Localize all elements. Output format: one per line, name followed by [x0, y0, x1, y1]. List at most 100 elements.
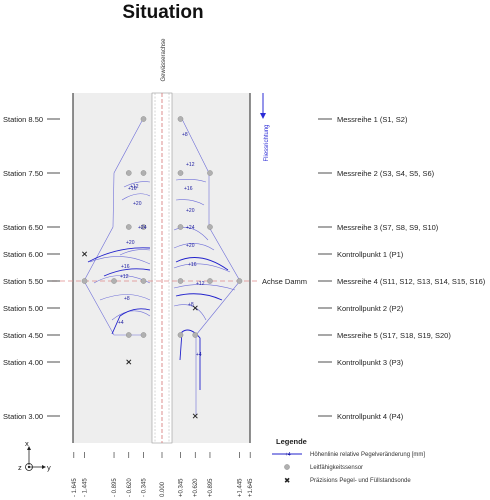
sensor-marker [177, 116, 184, 122]
station-label: Station 6.00 [3, 250, 43, 259]
contour-outline-left [83, 118, 144, 336]
x-arrowhead-icon [27, 446, 31, 450]
contour-strong-right-2 [175, 293, 223, 301]
legend-item-probe: Präzisions Pegel- und Füllstandsonde [310, 478, 411, 484]
sensor-marker [140, 224, 147, 230]
x-tick-label: +1.645 [248, 478, 254, 497]
contour-strong-left-3 [111, 308, 151, 335]
contour-label: +20 [133, 201, 142, 207]
contour-line-right-6 [175, 179, 207, 183]
sensor-marker [140, 332, 147, 338]
flow-arrowhead-icon [260, 113, 266, 119]
contour-label: +16 [188, 262, 197, 268]
contour-label: +8 [124, 296, 130, 302]
contour-label: +24 [186, 225, 195, 231]
flow-direction: Fliessrichtung [260, 93, 270, 162]
station-label: Station 4.50 [3, 331, 43, 340]
sensor-marker [192, 332, 199, 338]
sensor-marker [177, 224, 184, 230]
z-axis-label: z [18, 463, 22, 472]
page-title: Situation [122, 2, 203, 23]
sensor-marker [177, 332, 184, 338]
legend-line-number: +4 [285, 452, 291, 458]
sensor-marker [125, 170, 132, 176]
station-label: Station 7.50 [3, 169, 43, 178]
row-labels-layer: Messreihe 1 (S1, S2) Messreihe 2 (S3, S4,… [318, 115, 486, 421]
contour-labels-layer: +12+16+20+24+20+16+12+8+4+8+12+16+20+24+… [118, 132, 205, 358]
legend-item-sensor: Leitfähigkeitssensor [310, 465, 363, 471]
station-label: Station 5.50 [3, 277, 43, 286]
x-tick-label: - 1.445 [83, 478, 89, 497]
contour-label: +20 [186, 208, 195, 214]
sensor-marker [125, 224, 132, 230]
x-ticks-layer: - 1.645 - 1.445 - 0.895 - 0.620 - 0.345 0.000… [72, 452, 254, 497]
row-label: Messreihe 5 (S17, S18, S19, S20) [337, 331, 451, 340]
contour-line-left-7 [123, 181, 151, 188]
x-tick-label: +0.620 [193, 478, 199, 497]
x-tick-label: +0.345 [178, 478, 184, 497]
contour-line-right-2 [173, 243, 215, 251]
control-point-marker [192, 413, 198, 419]
z-axis-dot-icon [27, 465, 31, 469]
x-tick-label: - 0.345 [142, 478, 148, 497]
contour-line-right-1 [173, 227, 209, 241]
contour-label: +12 [120, 274, 129, 280]
contour-label: +4 [118, 320, 124, 326]
station-label: Station 4.00 [3, 358, 43, 367]
contour-lines [83, 118, 241, 415]
contour-outline-right [181, 118, 241, 415]
sensor-marker [177, 170, 184, 176]
x-tick-label: - 1.645 [72, 478, 78, 497]
stations-layer: Station 8.50 Station 7.50 Station 6.50 Stat… [3, 115, 60, 421]
sensors-layer [81, 116, 243, 338]
contour-label: +20 [186, 243, 195, 249]
row-label: Messreihe 2 (S3, S4, S5, S6) [337, 169, 435, 178]
contour-line-left-6 [121, 193, 151, 201]
coordinate-system: x y z [18, 439, 51, 472]
contour-label: +16 [128, 186, 137, 192]
sensor-marker [140, 278, 147, 284]
x-axis-label: x [25, 439, 29, 448]
contour-label: +24 [138, 225, 147, 231]
sensor-marker [177, 278, 184, 284]
sensor-marker [140, 116, 147, 122]
contour-label: +8 [188, 302, 194, 308]
sensor-marker [207, 278, 213, 284]
x-tick-label: - 0.895 [112, 478, 118, 497]
contour-line-right-7 [175, 199, 205, 206]
contour-label: +12 [130, 184, 139, 190]
control-point-marker [192, 305, 198, 311]
contour-label: +12 [186, 162, 195, 168]
contour-line-left-2 [89, 256, 151, 265]
dam-axis-label: Achse Damm [262, 277, 307, 286]
sensor-marker [111, 278, 117, 284]
sensor-marker [140, 170, 147, 176]
sensor-marker [125, 332, 132, 338]
station-label: Station 6.50 [3, 223, 43, 232]
row-label: Messreihe 3 (S7, S8, S9, S10) [337, 223, 439, 232]
legend-sensor-icon [284, 464, 290, 470]
contour-label: +16 [121, 264, 130, 270]
sensor-marker [207, 170, 213, 176]
sensor-marker [207, 224, 213, 230]
contour-strong-right-1 [175, 257, 229, 271]
legend-probe-icon: ✖ [284, 476, 291, 485]
x-tick-label: +0.895 [208, 478, 214, 497]
y-axis-label: y [47, 463, 51, 472]
row-label: Kontrollpunkt 2 (P2) [337, 304, 404, 313]
contour-line-right-5 [173, 304, 207, 321]
row-label: Kontrollpunkt 1 (P1) [337, 250, 404, 259]
legend: Legende +4 Höhenlinie relative Pegelverä… [272, 437, 425, 485]
contour-label: +16 [184, 186, 193, 192]
row-label: Kontrollpunkt 4 (P4) [337, 412, 404, 421]
control-point-marker [126, 359, 132, 365]
contour-line-left-4 [99, 294, 151, 301]
sensor-marker [236, 278, 243, 284]
contour-lines-strong [87, 247, 229, 390]
contour-line-left-5 [111, 310, 151, 321]
station-label: Station 3.00 [3, 412, 43, 421]
contour-label: +8 [182, 132, 188, 138]
contour-line-right-4 [173, 284, 236, 291]
contour-line-right-3 [173, 263, 231, 273]
